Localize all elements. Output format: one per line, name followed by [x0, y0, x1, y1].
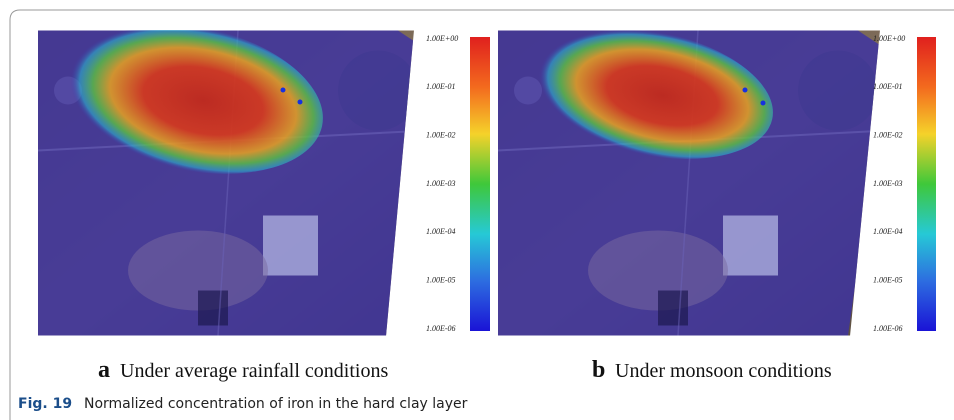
colorbar-tick-label: 1.00E-06	[426, 324, 456, 333]
map-a	[38, 0, 428, 336]
colorbar-tick-label: 1.00E-02	[426, 130, 456, 139]
map-b	[498, 6, 888, 335]
colorbar-tick-label: 1.00E+00	[873, 34, 905, 43]
colorbar-tick-label: 1.00E-04	[873, 227, 903, 236]
panel-label: b	[592, 357, 605, 383]
colorbar-tick-label: 1.00E+00	[426, 34, 458, 43]
figure-caption: Normalized concentration of iron in the …	[84, 396, 468, 412]
colorbar-tick-label: 1.00E-06	[873, 324, 903, 333]
figure: a Under average rainfall conditions b Un…	[0, 0, 954, 420]
panel-caption: Under average rainfall conditions	[120, 360, 388, 382]
colorbar-tick-label: 1.00E-01	[873, 82, 903, 91]
figure-label: Fig. 19	[18, 396, 72, 412]
colorbar-tick-label: 1.00E-05	[426, 275, 456, 284]
colorbar-tick-label: 1.00E-03	[873, 179, 903, 188]
colorbar-tick-label: 1.00E-04	[426, 227, 456, 236]
colorbar-tick-label: 1.00E-05	[873, 275, 903, 284]
panel-label: a	[98, 357, 110, 383]
colorbar	[470, 37, 490, 331]
colorbar-tick-label: 1.00E-03	[426, 179, 456, 188]
page: a Under average rainfall conditions b Un…	[0, 0, 954, 420]
colorbar	[917, 37, 936, 331]
colorbar-tick-label: 1.00E-01	[426, 82, 456, 91]
panel-caption: Under monsoon conditions	[615, 360, 832, 382]
colorbar-tick-label: 1.00E-02	[873, 130, 903, 139]
